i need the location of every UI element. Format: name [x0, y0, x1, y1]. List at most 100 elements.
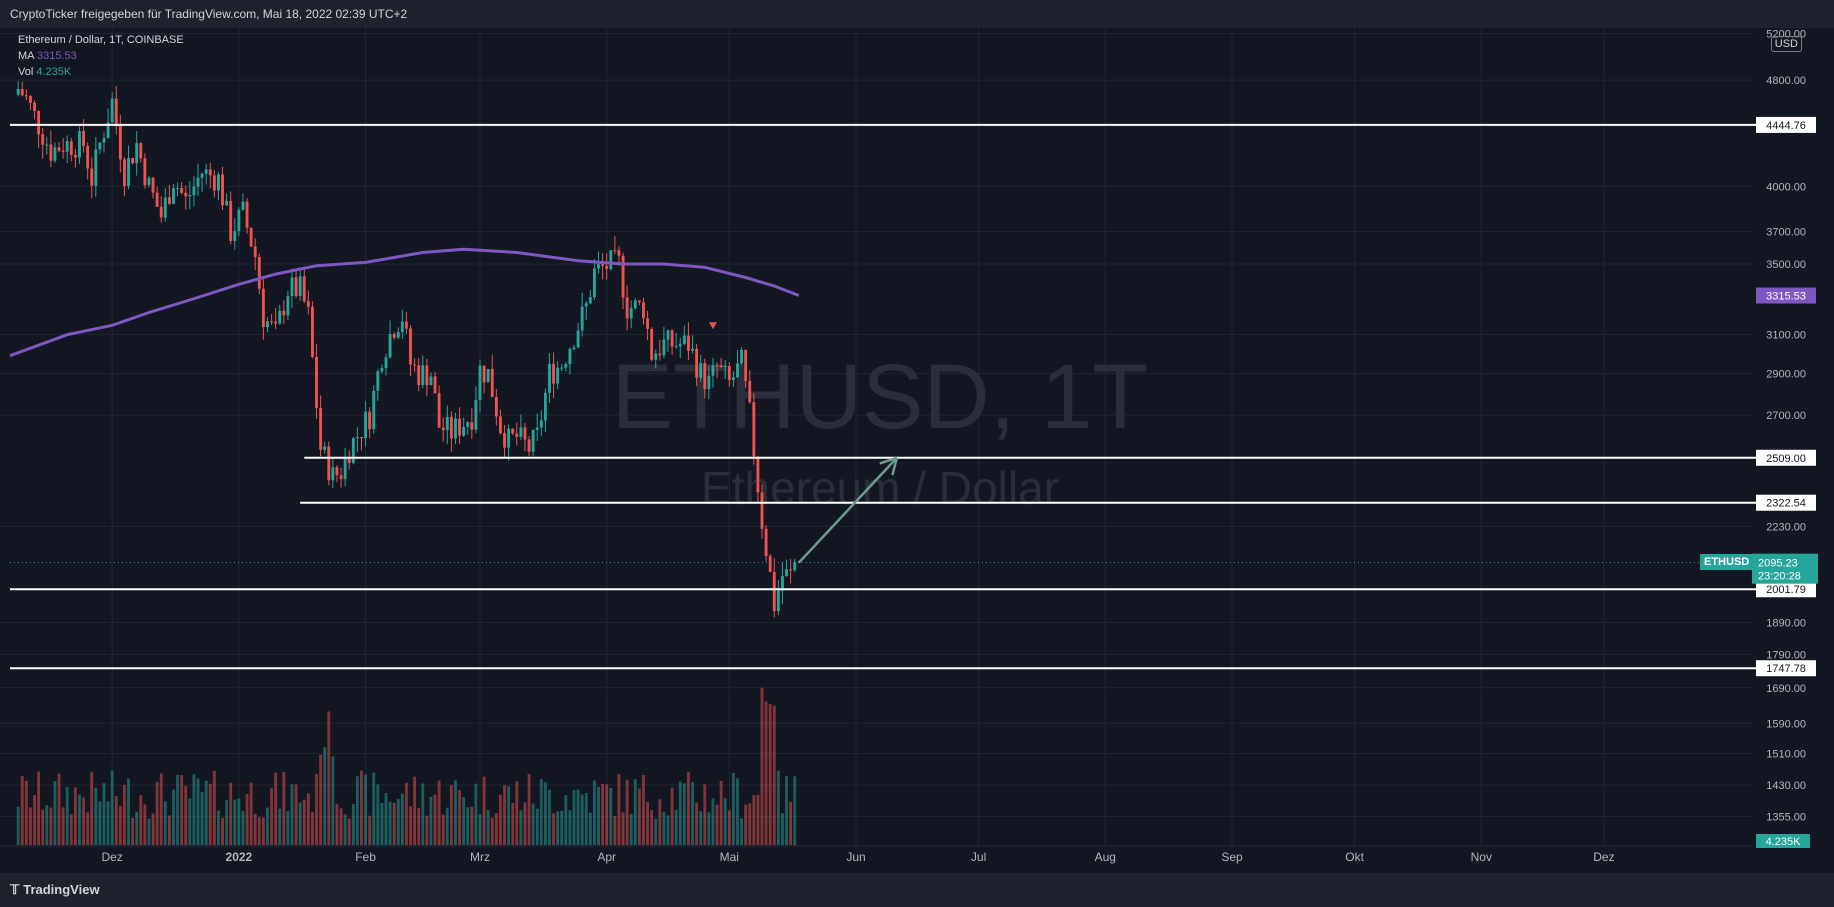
candle-body — [184, 192, 188, 197]
candle-body — [486, 368, 490, 383]
volume-bar — [458, 790, 461, 845]
time-axis[interactable]: Dez 2022 Feb Mrz Apr Mai Jun Jul Aug Sep Okt Nov Dez — [0, 845, 1752, 864]
candle-body — [290, 277, 294, 297]
candle-body — [384, 357, 388, 369]
candle-body — [613, 250, 617, 252]
volume-bar — [237, 798, 241, 845]
price-tick-label: 1590.00 — [1766, 718, 1806, 730]
volume-bar — [654, 818, 658, 845]
tradingview-logo-icon: 𝕋 — [10, 882, 20, 897]
candle-body — [548, 363, 551, 393]
volume-bar — [633, 779, 637, 845]
candle-body — [556, 367, 560, 384]
price-tick-label: 3700.00 — [1766, 227, 1806, 239]
candle-body — [781, 576, 784, 591]
volume-bar — [674, 809, 678, 845]
volume-bar — [699, 811, 703, 845]
volume-bar — [167, 815, 171, 845]
volume-bar — [695, 802, 699, 845]
candle-body — [482, 365, 486, 383]
candle-body — [229, 200, 233, 241]
signal-marker — [708, 322, 717, 330]
volume-bar — [396, 798, 400, 845]
candle-body — [135, 143, 139, 164]
volume-bar — [221, 817, 224, 845]
candle-body — [437, 393, 441, 428]
candle-body — [433, 376, 437, 394]
time-tick-label: Aug — [1095, 850, 1116, 864]
volume-bar — [588, 812, 592, 845]
horizontal-levels[interactable] — [10, 123, 1756, 670]
watermark-symbol: ETHUSD, 1T — [612, 346, 1149, 448]
candle-body — [515, 433, 519, 437]
price-chart[interactable]: ETHUSD, 1T Ethereum / Dollar 5200.00 4800… — [0, 28, 1834, 873]
candle-body — [159, 206, 163, 218]
currency-button[interactable]: USD — [1770, 36, 1802, 52]
candle-body — [82, 131, 85, 146]
chart-area[interactable]: ETHUSD, 1T Ethereum / Dollar 5200.00 4800… — [0, 28, 1834, 873]
volume-bar — [151, 813, 155, 845]
volume-bar — [290, 784, 294, 845]
candle-body — [703, 363, 707, 390]
projection-arrow[interactable] — [797, 456, 899, 564]
candle-body — [625, 297, 629, 319]
volume-bar — [666, 815, 670, 845]
grid-lines — [0, 28, 1752, 845]
candle-body — [535, 427, 539, 430]
volume-bar — [253, 813, 257, 845]
current-price-label: 2095.23 — [1758, 558, 1798, 570]
candle-body — [474, 399, 478, 430]
volume-bar — [241, 810, 245, 845]
candle-body — [740, 349, 743, 364]
volume-bar — [494, 813, 498, 845]
candle-body — [270, 321, 273, 323]
volume-bar — [482, 776, 486, 845]
candle-body — [167, 197, 171, 204]
volume-bar — [752, 795, 756, 845]
volume-bar — [102, 782, 106, 845]
volume-bar — [670, 787, 674, 845]
legend-ma[interactable]: MA 3315.53 — [18, 50, 77, 62]
watermark-name: Ethereum / Dollar — [701, 462, 1059, 514]
volume-bar — [286, 811, 290, 845]
volume-bar — [748, 803, 752, 845]
candle-body — [331, 467, 335, 481]
volume-bar — [73, 787, 77, 845]
candle-body — [392, 333, 396, 338]
volume-bar — [61, 807, 65, 845]
volume-bar — [519, 810, 523, 845]
volume-bar — [135, 811, 139, 845]
price-tick-label: 5200.00 — [1766, 29, 1806, 41]
volume-bar — [192, 774, 196, 845]
candle-body — [470, 422, 474, 430]
candle-body — [217, 174, 220, 191]
volume-bar — [474, 783, 478, 845]
candle-body — [752, 402, 756, 457]
candle-body — [441, 427, 445, 431]
volume-bar — [691, 782, 694, 845]
candle-body — [16, 88, 20, 95]
candle-body — [699, 363, 703, 378]
volume-bar — [499, 794, 502, 845]
candle-body — [286, 296, 290, 316]
candle-body — [45, 144, 49, 146]
legend-volume[interactable]: Vol 4.235K — [18, 66, 71, 78]
price-tick-label: 1510.00 — [1766, 748, 1806, 760]
price-axis[interactable]: 5200.00 4800.00 4000.00 3700.00 3500.00 3100.… — [1766, 29, 1806, 824]
volume-bar — [184, 785, 188, 845]
candle-body — [151, 177, 155, 193]
volume-bar — [687, 771, 690, 845]
legend-symbol[interactable]: Ethereum / Dollar, 1T, COINBASE — [18, 34, 184, 46]
candle-body — [396, 332, 400, 338]
time-tick-label: Okt — [1345, 850, 1364, 864]
volume-bar — [331, 756, 335, 845]
time-tick-label: Dez — [1593, 850, 1614, 864]
tradingview-logo[interactable]: 𝕋 TradingView — [10, 882, 100, 898]
time-tick-label: Nov — [1471, 850, 1492, 864]
candle-body — [662, 339, 666, 356]
volume-bar — [572, 790, 576, 845]
candle-body — [400, 321, 404, 333]
candle-body — [789, 569, 793, 571]
candle-body — [409, 328, 412, 365]
volume-bar — [208, 783, 212, 845]
